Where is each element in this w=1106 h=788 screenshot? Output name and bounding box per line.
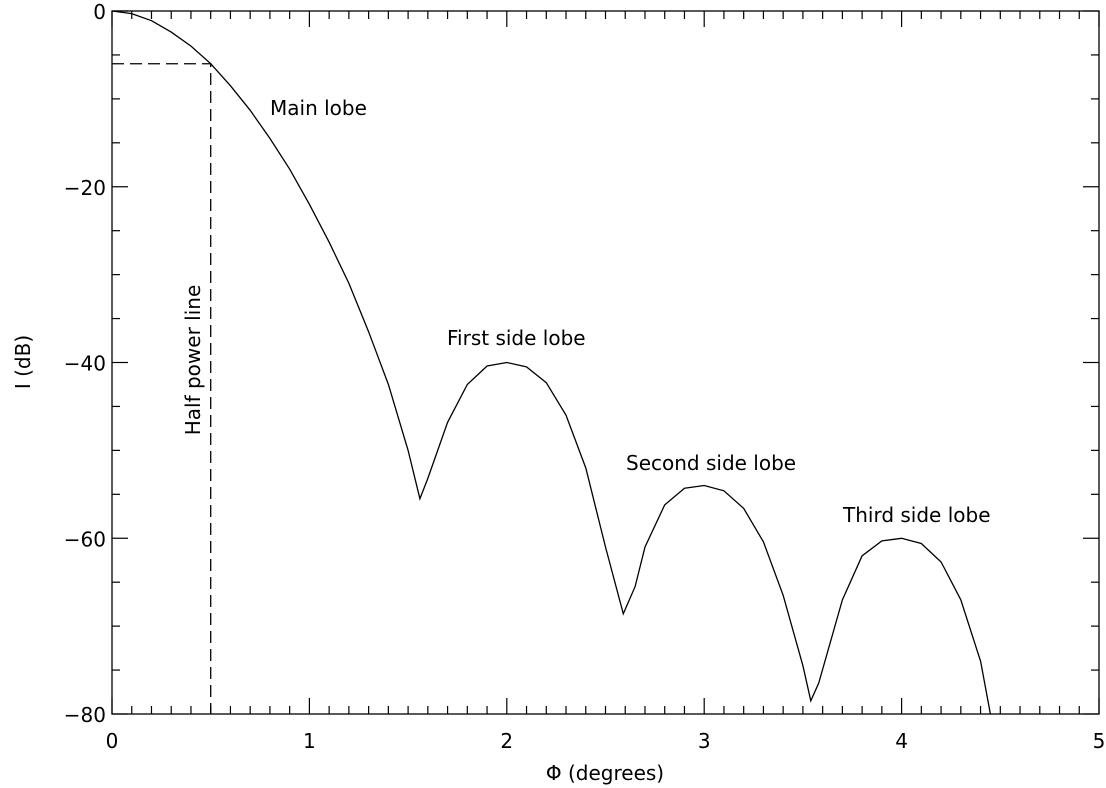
x-tick-label: 3: [698, 729, 711, 753]
first-side-lobe-label: First side lobe: [447, 326, 586, 350]
y-axis-label: I (dB): [11, 335, 35, 389]
y-tick-label: −20: [64, 176, 106, 200]
x-axis-label: Φ (degrees): [546, 761, 664, 785]
second-side-lobe-label: Second side lobe: [626, 451, 796, 475]
x-tick-label: 5: [1093, 729, 1106, 753]
x-tick-label: 1: [303, 729, 316, 753]
x-tick-label: 0: [106, 729, 119, 753]
y-tick-label: 0: [93, 0, 106, 24]
y-tick-label: −60: [64, 527, 106, 551]
x-tick-label: 4: [895, 729, 908, 753]
y-tick-label: −80: [64, 703, 106, 727]
x-tick-label: 2: [500, 729, 513, 753]
main-lobe-label: Main lobe: [270, 96, 367, 120]
third-side-lobe-label: Third side lobe: [842, 503, 991, 527]
y-tick-label: −40: [64, 352, 106, 376]
half-power-line-label: Half power line: [181, 285, 205, 436]
plot-frame: [111, 10, 1100, 715]
axis-tick-labels: 0 1 2 3 4 5 0 −20 −40 −60 −80: [64, 0, 1106, 753]
intensity-curve: [111, 10, 992, 715]
axis-ticks: [111, 10, 1100, 715]
